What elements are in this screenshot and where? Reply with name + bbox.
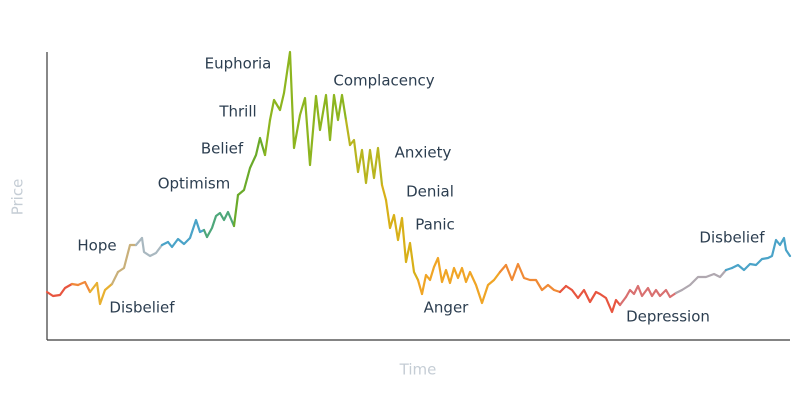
line-connector — [160, 240, 170, 247]
line-connector — [110, 270, 120, 286]
line-connector — [558, 284, 568, 294]
x-axis-label: Time — [399, 361, 437, 379]
line-segment — [384, 198, 420, 282]
line-segment — [730, 236, 792, 272]
annotation: Complacency — [333, 72, 434, 90]
line-connector — [344, 118, 352, 147]
line-connector — [88, 281, 99, 294]
line-segment — [680, 268, 728, 292]
line-connector — [674, 288, 684, 295]
line-segment — [140, 236, 164, 258]
line-segment — [624, 284, 678, 299]
annotation: Depression — [626, 308, 710, 326]
annotation: Belief — [201, 140, 244, 158]
line-segment — [95, 281, 114, 306]
annotation: Denial — [406, 183, 454, 201]
line-segment — [348, 138, 384, 187]
annotation: Euphoria — [205, 55, 272, 73]
line-segment — [420, 256, 502, 305]
annotation: Thrill — [218, 103, 256, 121]
annotation: Disbelief — [109, 299, 175, 317]
annotation: Hope — [77, 237, 116, 255]
annotation: Anger — [424, 299, 470, 317]
line-connector — [498, 263, 508, 274]
line-connector — [618, 295, 628, 307]
annotation: Optimism — [158, 175, 231, 193]
line-segment — [504, 262, 562, 294]
y-axis-label: Price — [9, 179, 27, 216]
line-segment — [236, 136, 267, 197]
annotation: Disbelief — [699, 229, 765, 247]
line-connector — [380, 183, 388, 202]
annotation: Anxiety — [395, 144, 452, 162]
line-connector — [134, 236, 144, 247]
line-segment — [564, 284, 622, 314]
line-segment — [116, 243, 138, 274]
line-segment — [166, 218, 206, 249]
line-connector — [232, 193, 240, 228]
line-segment — [45, 282, 74, 298]
line-segment — [205, 210, 236, 239]
line-segment — [268, 50, 348, 167]
annotation: Panic — [415, 216, 455, 234]
line-connector — [416, 278, 424, 296]
line-connector — [263, 118, 272, 157]
line-segment — [76, 280, 92, 294]
